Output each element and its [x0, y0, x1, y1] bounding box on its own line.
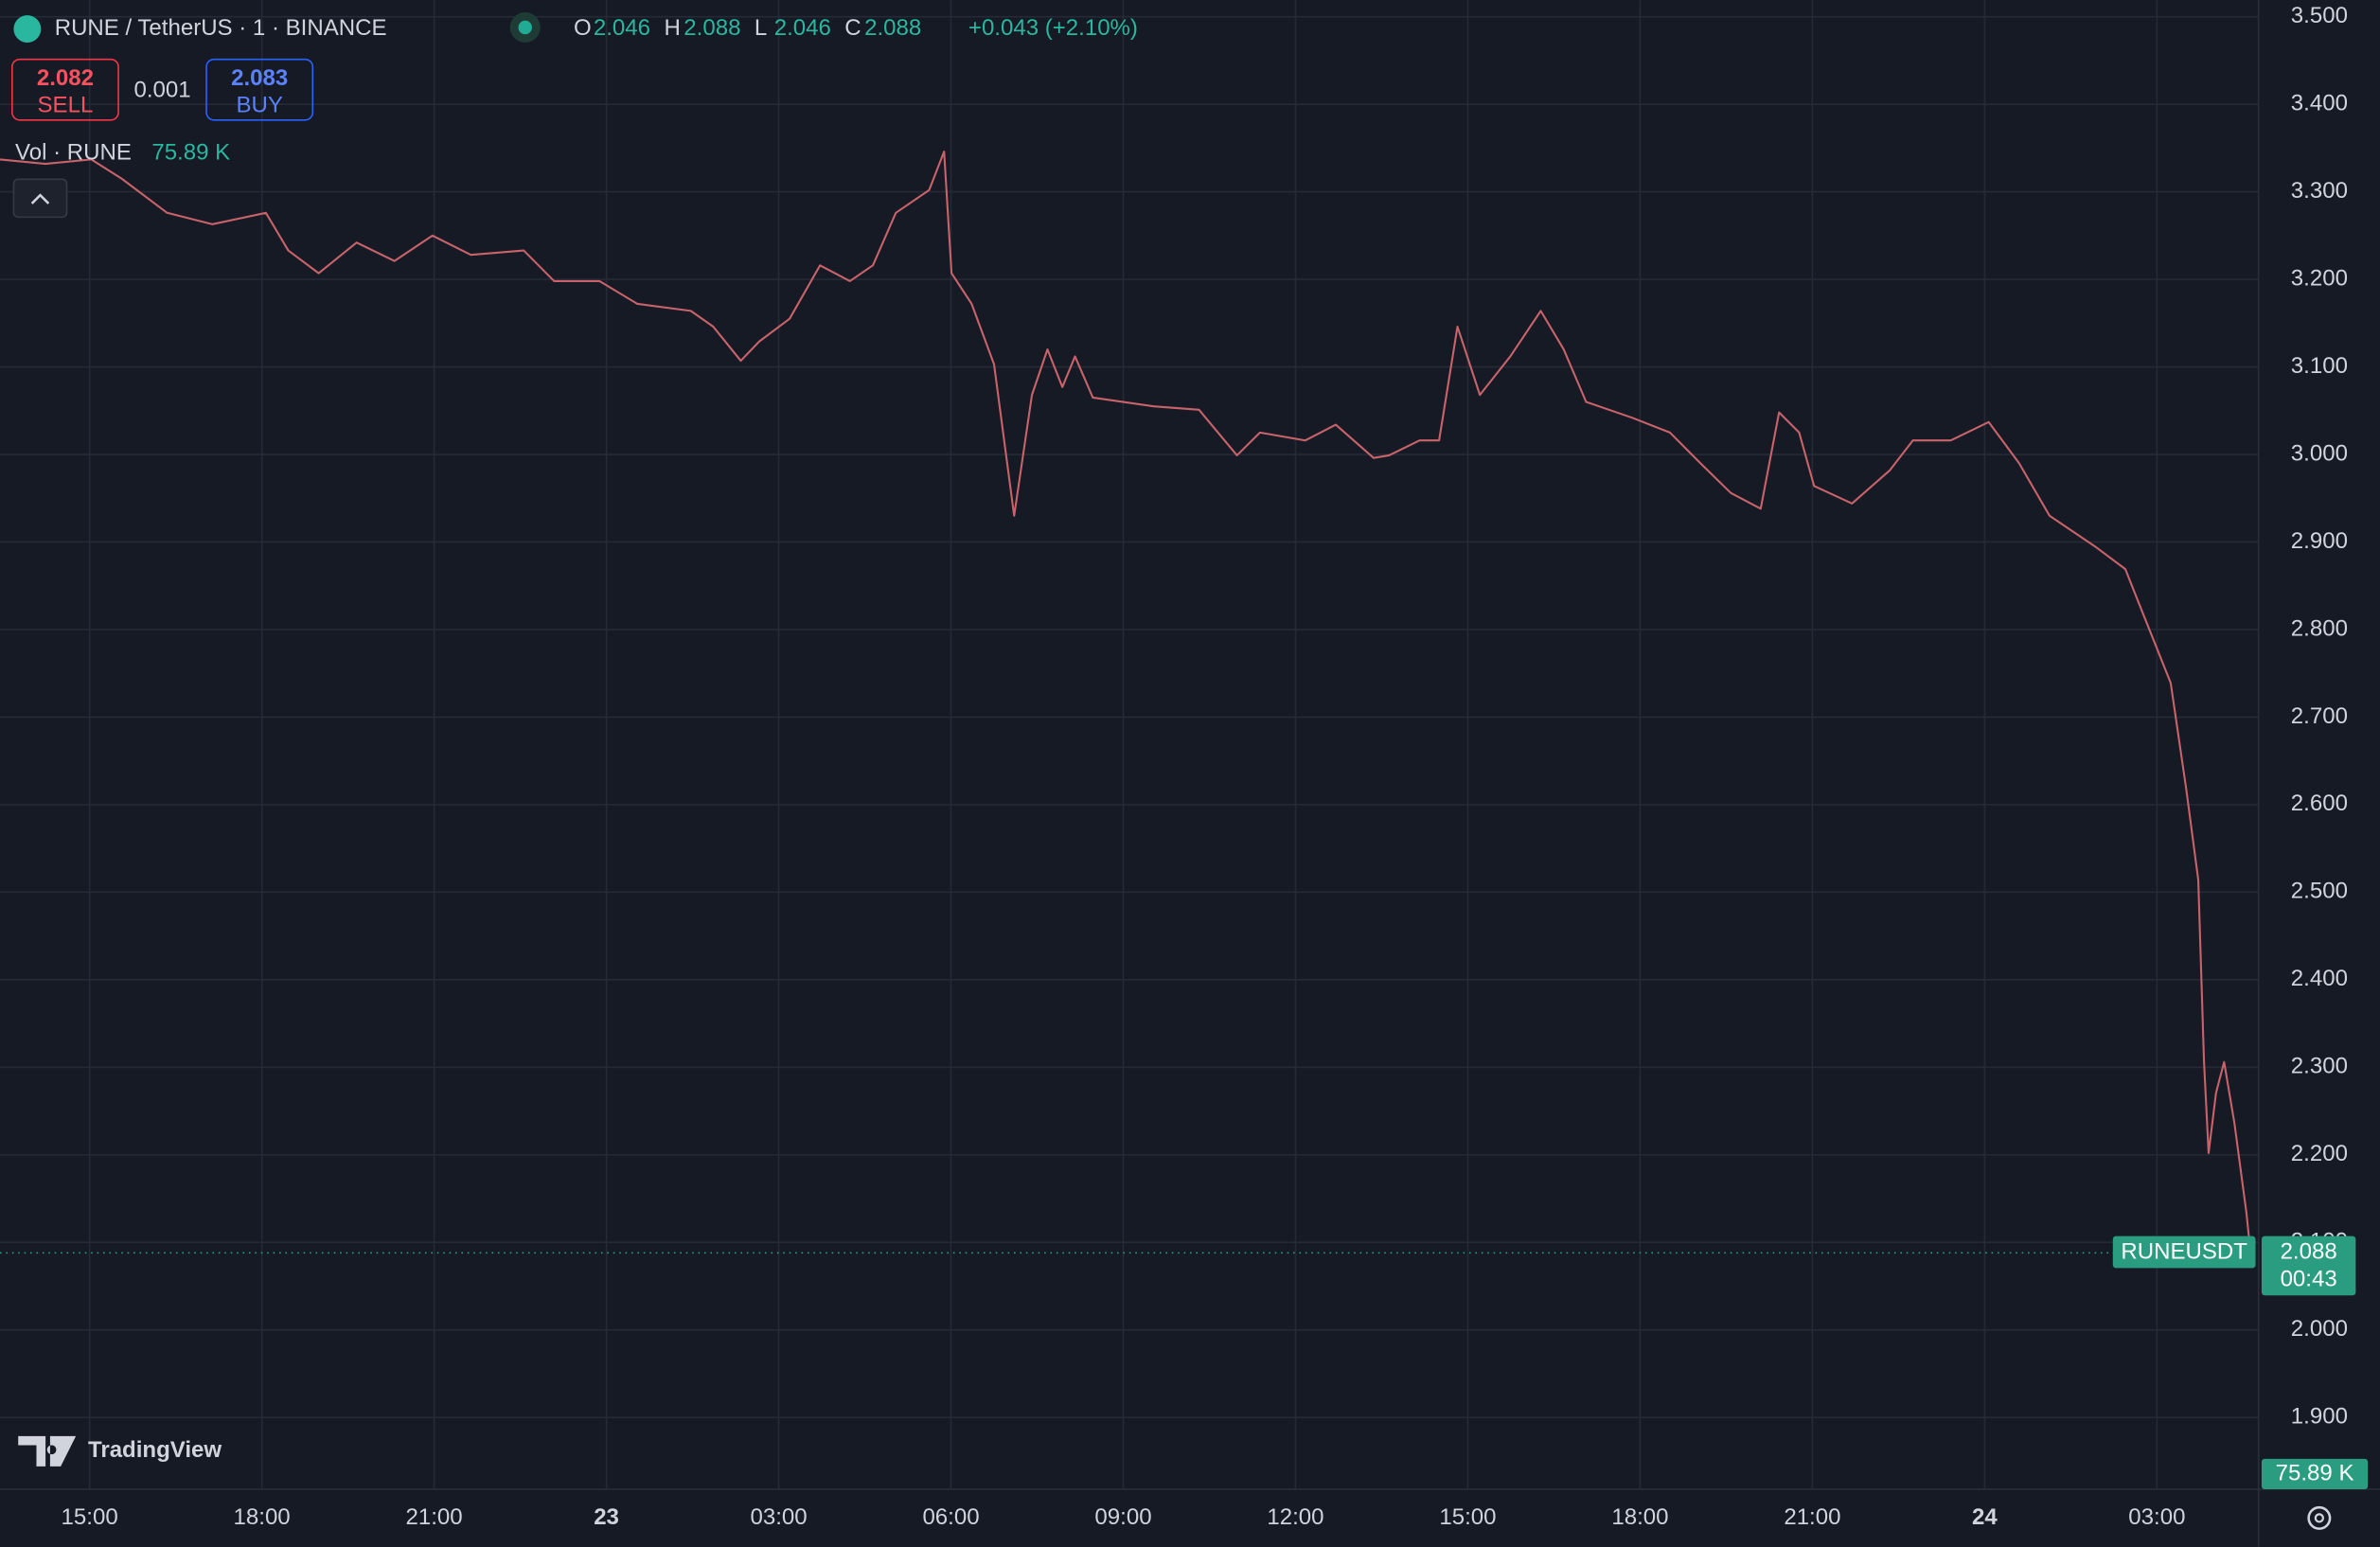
sell-button[interactable] [11, 58, 119, 121]
buy-price: 2.083 [231, 65, 288, 91]
buy-label: BUY [236, 93, 282, 118]
volume-legend-value: 75.89 K [151, 139, 230, 165]
price-tag-countdown: 00:43 [2281, 1267, 2337, 1292]
y-tick-label: 2.000 [2291, 1316, 2348, 1342]
price-line [0, 151, 2252, 1259]
brand-logo [18, 1435, 77, 1467]
ohlc-key: O [574, 15, 592, 41]
x-tick-label: 24 [1972, 1504, 1998, 1530]
status-dot [518, 20, 532, 35]
y-tick-label: 2.600 [2291, 791, 2348, 816]
y-tick-label: 2.400 [2291, 966, 2348, 991]
ohlc-key: L [755, 15, 767, 41]
x-tick-label: 06:00 [922, 1504, 979, 1530]
y-tick-label: 2.800 [2291, 615, 2348, 641]
ohlc-value: 2.088 [684, 15, 740, 41]
y-tick-label: 3.100 [2291, 353, 2348, 379]
y-tick-label: 2.300 [2291, 1054, 2348, 1079]
collapse-button[interactable] [12, 178, 68, 219]
spread: 0.001 [133, 78, 190, 103]
settings-icon-center [2314, 1513, 2324, 1523]
buy-button[interactable] [205, 58, 314, 121]
symbol-tag-label: RUNEUSDT [2121, 1239, 2247, 1265]
y-tick-label: 2.700 [2291, 703, 2348, 729]
y-tick-label: 3.300 [2291, 178, 2348, 204]
y-tick-label: 2.500 [2291, 879, 2348, 904]
y-tick-label: 1.900 [2291, 1403, 2348, 1429]
symbol-title[interactable]: RUNE / TetherUS · 1 · BINANCE [55, 15, 387, 41]
x-tick-label: 12:00 [1267, 1504, 1323, 1530]
ohlc-value: 2.046 [594, 15, 650, 41]
grid [0, 0, 2259, 1489]
y-tick-label: 3.500 [2291, 3, 2348, 28]
x-tick-label: 18:00 [234, 1504, 291, 1530]
sell-label: SELL [38, 93, 94, 118]
y-tick-label: 2.900 [2291, 528, 2348, 554]
change: +0.043 (+2.10%) [968, 15, 1138, 41]
y-tick-label: 2.200 [2291, 1141, 2348, 1166]
symbol-tag [2112, 1236, 2256, 1269]
settings-icon[interactable] [2307, 1505, 2332, 1530]
brand-name: TradingView [88, 1437, 222, 1463]
x-tick-label: 23 [594, 1504, 619, 1530]
volume-legend: Vol · RUNE [15, 139, 132, 165]
volume-tag [2261, 1458, 2369, 1489]
y-tick-label: 3.400 [2291, 90, 2348, 116]
ohlc-key: C [844, 15, 861, 41]
sell-price: 2.082 [37, 65, 94, 91]
x-tick-label: 15:00 [62, 1504, 118, 1530]
ohlc: O 2.046 H 2.088 L 2.046 C 2.088 [574, 15, 921, 41]
y-tick-label: 3.200 [2291, 265, 2348, 291]
y-tick-label: 3.000 [2291, 440, 2348, 466]
ohlc-key: H [664, 15, 680, 41]
x-tick-label: 18:00 [1611, 1504, 1668, 1530]
x-tick-label: 21:00 [406, 1504, 463, 1530]
x-tick-label: 03:00 [2128, 1504, 2185, 1530]
ohlc-value: 2.046 [774, 15, 831, 41]
x-tick-label: 21:00 [1784, 1504, 1840, 1530]
volume-tag-value: 75.89 K [2276, 1460, 2354, 1485]
symbol-icon [13, 15, 42, 44]
x-tick-label: 09:00 [1094, 1504, 1151, 1530]
collapse-icon [30, 193, 50, 204]
x-tick-label: 03:00 [750, 1504, 807, 1530]
ohlc-value: 2.088 [864, 15, 921, 41]
price-tag [2261, 1236, 2356, 1296]
x-tick-label: 15:00 [1439, 1504, 1496, 1530]
price-tag-value: 2.088 [2281, 1239, 2337, 1265]
axes: 1.9002.0002.1002.2002.3002.4002.5002.600… [62, 3, 2356, 1530]
